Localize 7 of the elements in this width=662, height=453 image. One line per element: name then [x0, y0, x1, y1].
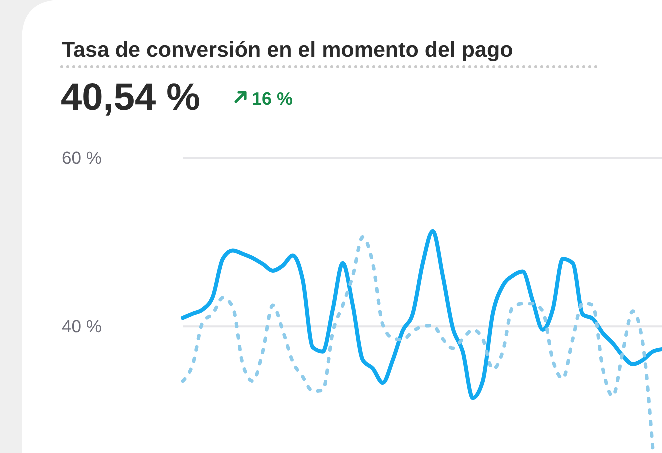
- text: 16 %: [252, 89, 294, 109]
- chart-title: Tasa de conversión en el momento del pago: [62, 38, 514, 62]
- line-series: [181, 229, 662, 400]
- y-tick-label: 40 %: [62, 316, 102, 337]
- y-tick-label: 60 %: [62, 148, 102, 168]
- line-series: [181, 235, 655, 451]
- text: 40,54 %: [61, 77, 200, 119]
